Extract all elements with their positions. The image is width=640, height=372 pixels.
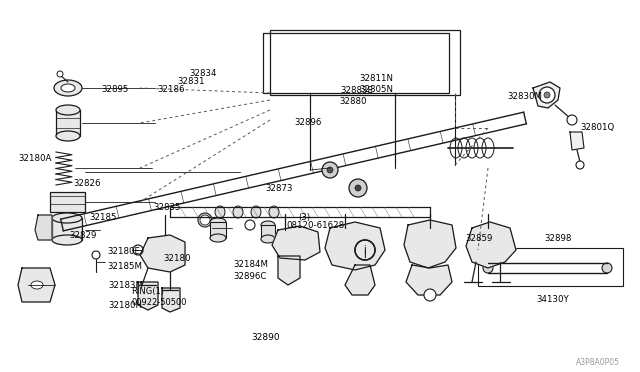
Text: (3): (3) (298, 213, 310, 222)
Bar (270, 30, 460, 95)
Ellipse shape (31, 281, 43, 289)
Ellipse shape (210, 234, 226, 242)
Text: 32811N: 32811N (359, 74, 394, 83)
Text: 32180H: 32180H (109, 301, 143, 310)
Circle shape (544, 92, 550, 98)
Text: 32890: 32890 (252, 333, 280, 342)
Circle shape (57, 71, 63, 77)
Polygon shape (533, 82, 560, 108)
Polygon shape (278, 256, 300, 285)
Text: 32873: 32873 (266, 184, 293, 193)
Circle shape (200, 215, 210, 225)
Bar (210, 222, 226, 238)
Circle shape (539, 87, 555, 103)
Bar (263, 33, 449, 93)
Text: 32835: 32835 (154, 203, 181, 212)
Text: 32834: 32834 (190, 69, 217, 78)
Polygon shape (35, 215, 52, 240)
Polygon shape (138, 282, 158, 310)
Polygon shape (404, 220, 456, 268)
Circle shape (567, 115, 577, 125)
Circle shape (355, 185, 361, 191)
Text: 32898: 32898 (544, 234, 572, 243)
Bar (478, 248, 623, 286)
Polygon shape (140, 235, 185, 272)
Text: 32801Q: 32801Q (580, 123, 614, 132)
Bar (52, 218, 82, 240)
Ellipse shape (56, 105, 80, 115)
Text: 32826: 32826 (74, 179, 101, 187)
Text: 32895: 32895 (102, 85, 129, 94)
Ellipse shape (210, 218, 226, 226)
Text: 34130Y: 34130Y (536, 295, 569, 304)
Text: 32830M: 32830M (508, 92, 542, 101)
Text: A3P8A0P05: A3P8A0P05 (576, 358, 620, 367)
Text: 32180E: 32180E (108, 247, 141, 256)
Polygon shape (466, 222, 516, 268)
Polygon shape (272, 226, 320, 260)
Polygon shape (345, 265, 375, 295)
Text: 32183M: 32183M (109, 281, 144, 290)
Ellipse shape (52, 235, 82, 245)
Ellipse shape (233, 206, 243, 218)
Circle shape (327, 167, 333, 173)
Text: RING(1): RING(1) (131, 287, 164, 296)
Text: 32880: 32880 (339, 97, 367, 106)
Circle shape (92, 251, 100, 259)
Bar (50, 192, 85, 212)
Text: 32180: 32180 (163, 254, 191, 263)
Polygon shape (325, 222, 385, 270)
Ellipse shape (269, 206, 279, 218)
Ellipse shape (251, 206, 261, 218)
Ellipse shape (215, 206, 225, 218)
Ellipse shape (483, 263, 493, 273)
Circle shape (576, 161, 584, 169)
Polygon shape (18, 268, 55, 302)
Ellipse shape (54, 80, 82, 96)
Text: 32883E: 32883E (340, 86, 374, 95)
Text: 08120-61628: 08120-61628 (287, 221, 345, 230)
Text: 32859: 32859 (465, 234, 492, 243)
Text: 32896: 32896 (294, 118, 322, 127)
Ellipse shape (261, 221, 275, 229)
Text: 32805N: 32805N (359, 85, 394, 94)
Text: 32831: 32831 (177, 77, 204, 86)
Text: 32185: 32185 (90, 213, 117, 222)
Text: i: i (364, 245, 366, 255)
Text: i: i (364, 250, 366, 260)
Text: 32185M: 32185M (108, 262, 143, 270)
Circle shape (133, 245, 143, 255)
Circle shape (245, 220, 255, 230)
Text: 32829: 32829 (69, 231, 97, 240)
Ellipse shape (198, 213, 212, 227)
Ellipse shape (261, 235, 275, 243)
Bar (261, 225, 275, 239)
Polygon shape (406, 265, 452, 295)
Ellipse shape (61, 84, 75, 92)
Ellipse shape (56, 131, 80, 141)
Bar (56, 110, 80, 136)
Circle shape (349, 179, 367, 197)
Polygon shape (570, 132, 584, 150)
Circle shape (322, 162, 338, 178)
Text: 32896C: 32896C (234, 272, 267, 280)
Polygon shape (162, 288, 180, 312)
Ellipse shape (52, 213, 82, 223)
Text: 32184M: 32184M (234, 260, 269, 269)
Text: 32180A: 32180A (18, 154, 51, 163)
Ellipse shape (602, 263, 612, 273)
Text: 32186: 32186 (158, 85, 185, 94)
Text: 00922-50500: 00922-50500 (131, 298, 187, 307)
Circle shape (424, 289, 436, 301)
